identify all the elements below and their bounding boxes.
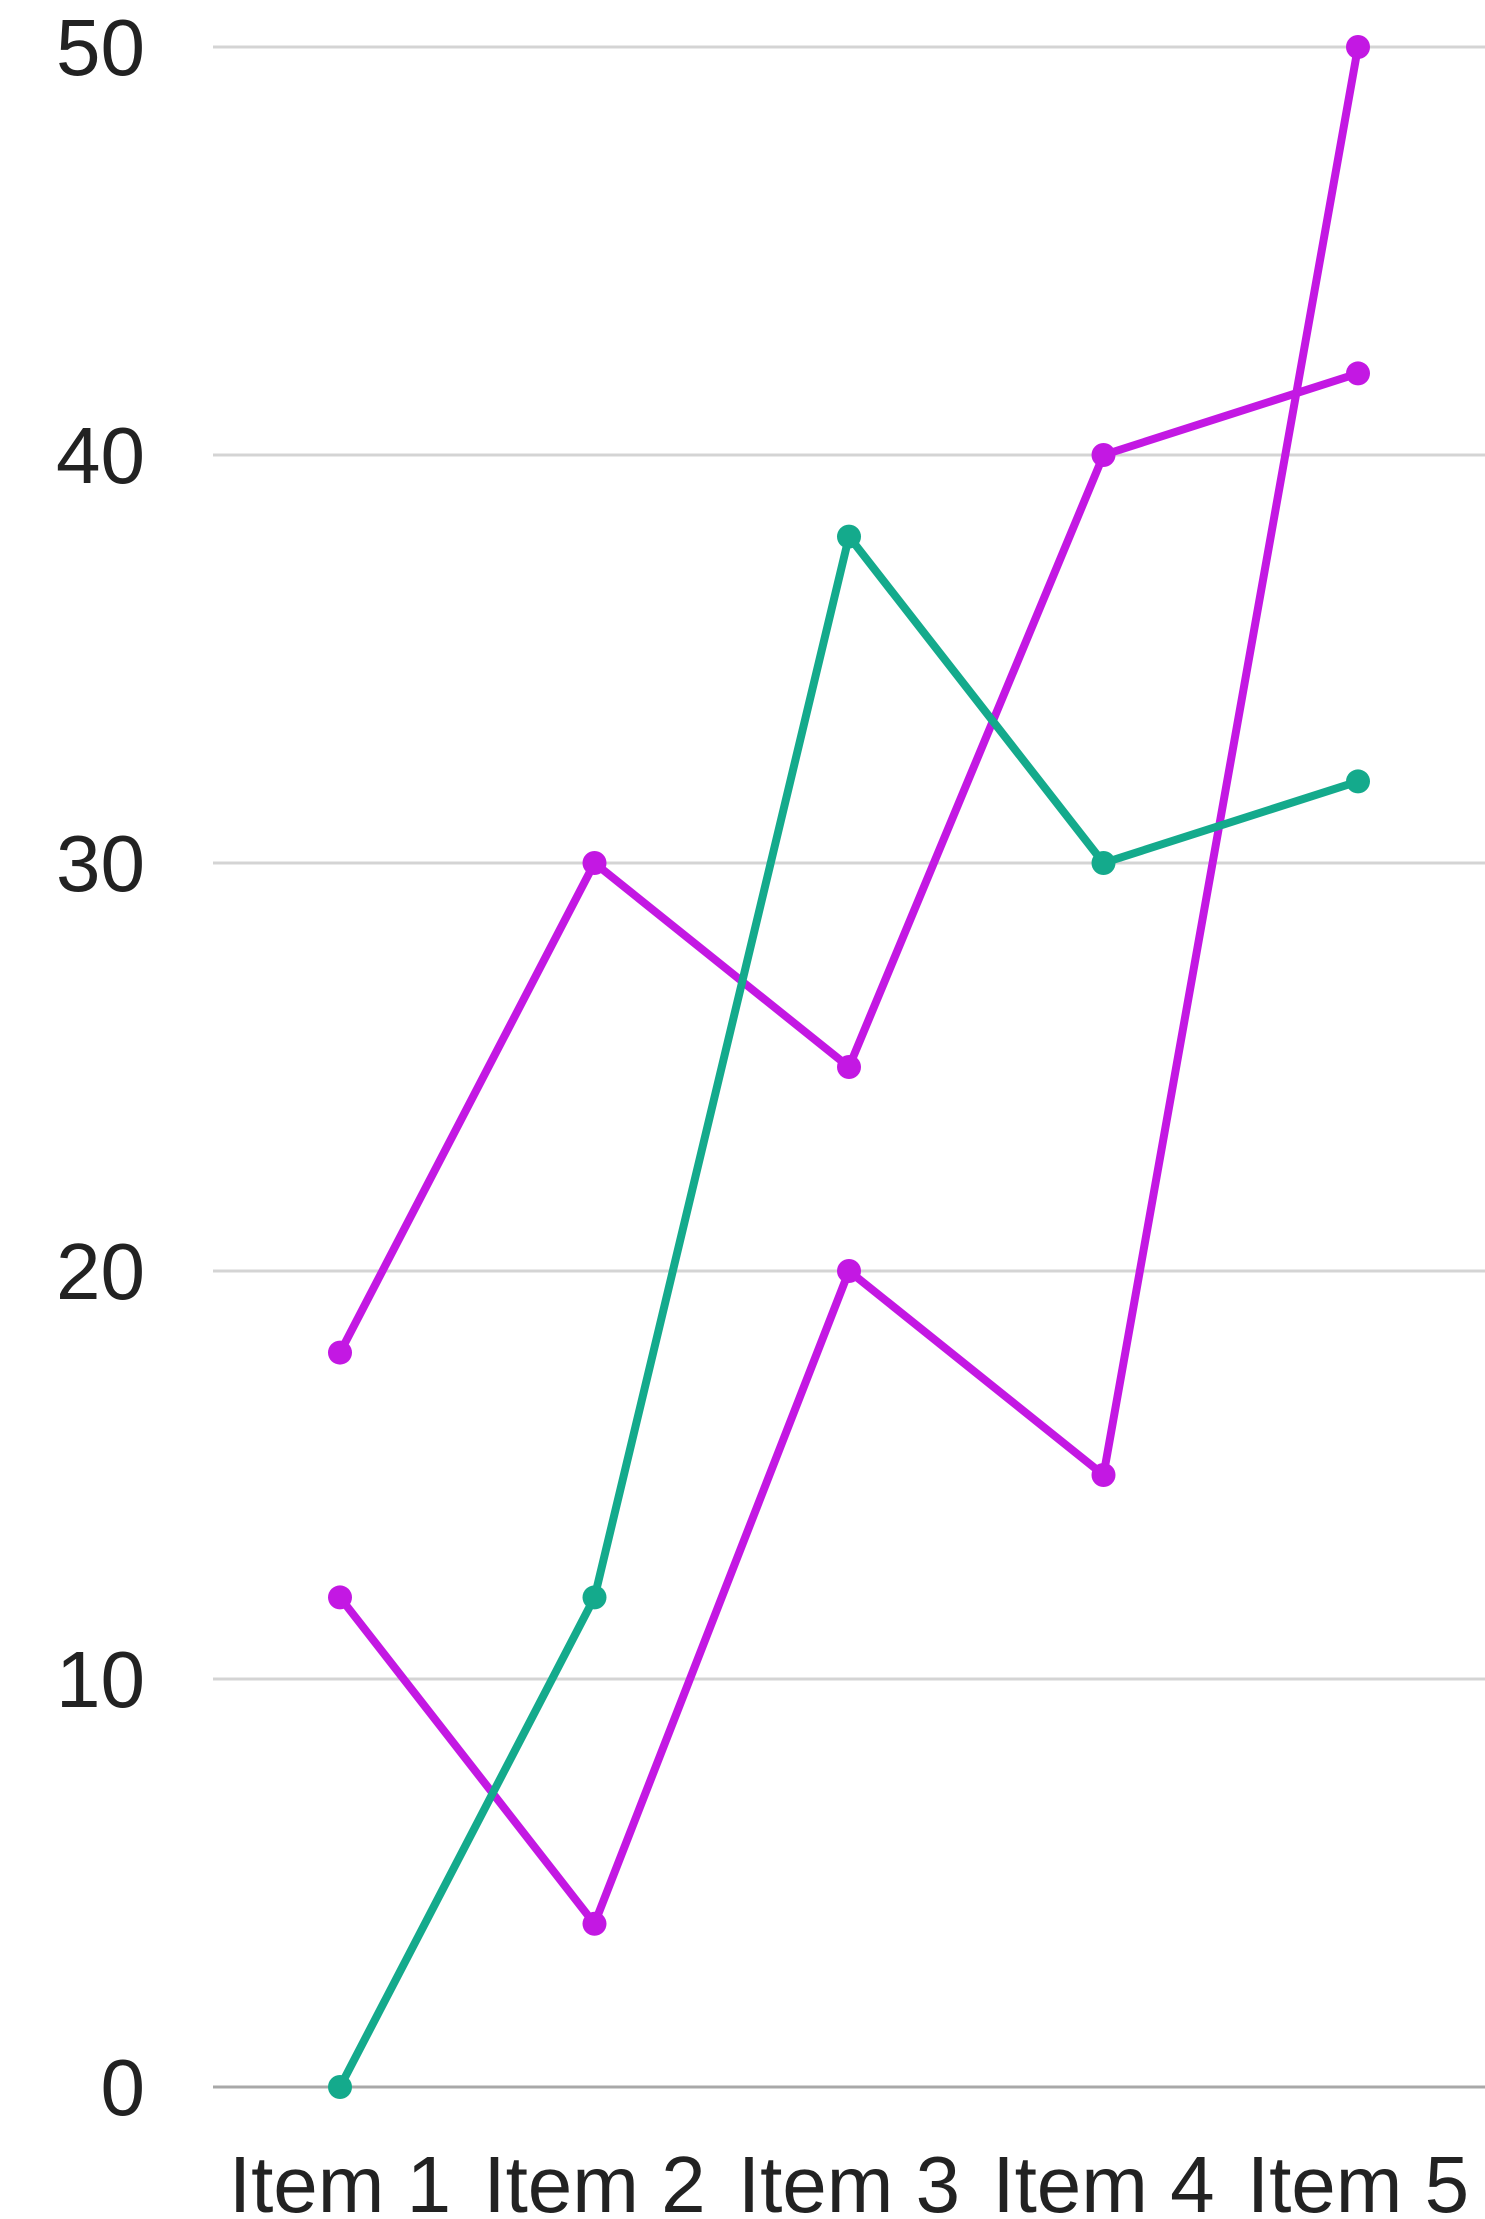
series-1-point-2 <box>582 1911 607 1936</box>
y-tick-label-20: 20 <box>56 1227 145 1316</box>
series-1-point-5 <box>1346 35 1370 59</box>
y-tick-label-40: 40 <box>56 411 145 500</box>
y-tick-label-50: 50 <box>56 3 145 92</box>
series-3-point-4 <box>1091 851 1116 875</box>
series-2-point-3 <box>837 1055 861 1079</box>
series-1-point-4 <box>1091 1463 1116 1487</box>
y-tick-label-10: 10 <box>56 1635 145 1724</box>
series-layer <box>328 35 1370 2099</box>
y-axis-tick-labels: 0 10 20 30 40 50 <box>56 3 145 2132</box>
series-2-point-5 <box>1346 361 1370 386</box>
series-1-line <box>336 43 1362 1928</box>
series-3-point-1 <box>328 2075 352 2099</box>
series-2-point-2 <box>582 851 607 875</box>
series-3-point-2 <box>582 1585 607 1610</box>
series-2-point-1 <box>328 1340 352 1365</box>
series-3-point-3 <box>837 524 861 549</box>
x-tick-label-1: Item 1 <box>229 2140 451 2219</box>
x-tick-label-5: Item 5 <box>1247 2140 1469 2219</box>
series-1-point-3 <box>837 1259 861 1283</box>
x-axis-tick-labels: Item 1 Item 2 Item 3 Item 4 Item 5 <box>229 2140 1469 2219</box>
y-tick-label-0: 0 <box>101 2043 146 2132</box>
x-tick-label-4: Item 4 <box>992 2140 1214 2219</box>
series-1-point-1 <box>328 1585 352 1610</box>
series-2-point-4 <box>1091 443 1116 467</box>
x-tick-label-3: Item 3 <box>738 2140 960 2219</box>
y-tick-label-30: 30 <box>56 819 145 908</box>
series-3-line <box>336 532 1362 2091</box>
series-3-point-5 <box>1346 769 1370 794</box>
x-tick-label-2: Item 2 <box>483 2140 705 2219</box>
